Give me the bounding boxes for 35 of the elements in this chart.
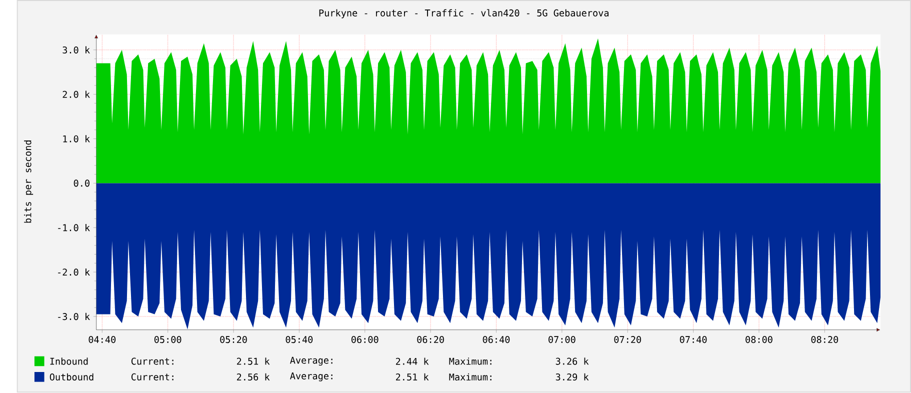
x-tick-label: 06:00: [352, 336, 378, 344]
text: 2.56 k: [236, 374, 270, 381]
x-tick-label: 07:40: [680, 336, 707, 344]
y-tick-label: 1.0 k: [63, 135, 90, 143]
text: 2.44 k: [396, 358, 429, 365]
legend-label: Inbound: [50, 358, 88, 366]
x-tick-label: 08:20: [811, 336, 838, 344]
text: 3.29 k: [556, 374, 589, 381]
text: Current:: [131, 374, 174, 381]
y-tick-label: -3.0 k: [58, 313, 90, 320]
x-tick-label: 05:00: [154, 336, 182, 344]
text: 2.51 k: [396, 374, 429, 381]
text: Average:: [290, 357, 332, 366]
text: Average:: [290, 372, 332, 382]
x-tick-label: 07:20: [614, 336, 641, 344]
x-tick-label: 05:40: [286, 336, 313, 344]
legend-label: Outbound: [50, 374, 94, 381]
x-tick-label: 06:40: [482, 336, 510, 344]
y-tick-label: 0.0: [74, 180, 90, 187]
x-tick-label: 06:20: [417, 336, 444, 344]
x-tick-label: 07:00: [548, 336, 576, 344]
y-tick-label: -1.0 k: [58, 224, 90, 232]
text: Current:: [131, 358, 174, 365]
chart-title: Purkyne - router - Traffic - vlan420 - 5G Gebauerova: [319, 9, 608, 18]
y-tick-label: 2.0 k: [62, 90, 90, 98]
text: Maximum:: [449, 374, 492, 381]
x-tick-label: 04:40: [88, 336, 116, 344]
text: 3.26 k: [556, 358, 589, 366]
y-tick-label: -2.0 k: [58, 268, 90, 276]
y-axis-title: bits per second: [24, 140, 34, 223]
x-tick-label: 08:00: [746, 336, 772, 344]
x-tick-label: 05:20: [220, 336, 247, 344]
y-tick-label: 3.0 k: [62, 46, 90, 54]
text: Maximum:: [449, 358, 492, 366]
text: 2.51 k: [236, 358, 270, 366]
